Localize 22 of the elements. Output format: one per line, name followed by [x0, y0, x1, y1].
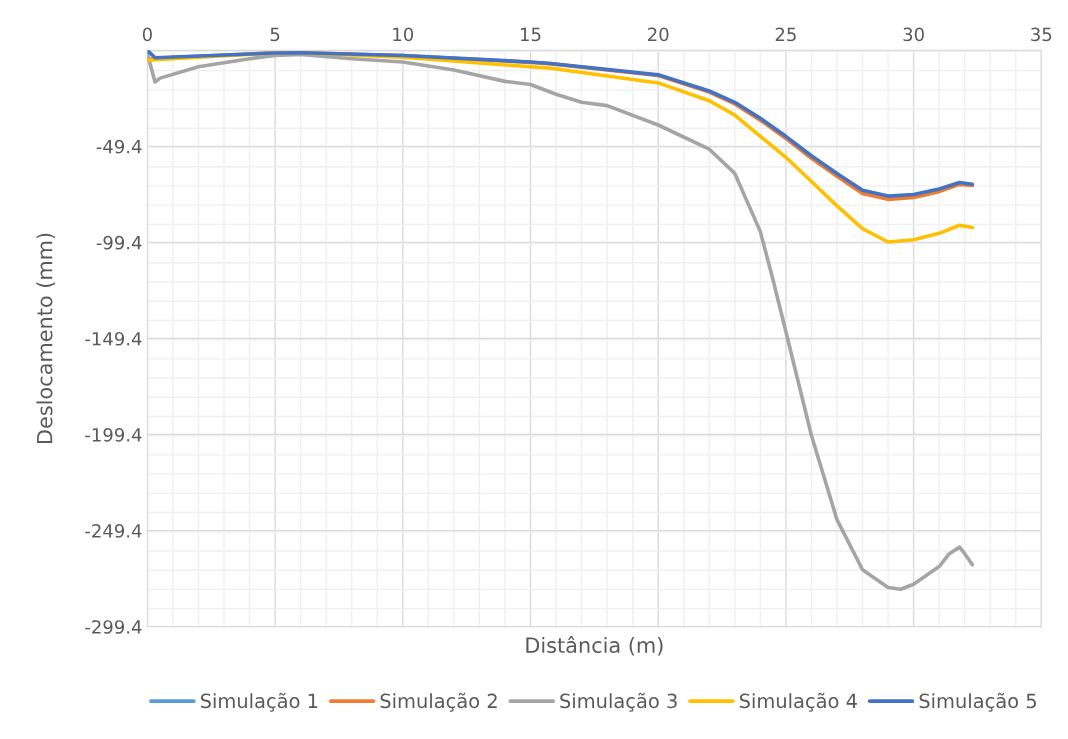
- y-tick-label: -299.4: [85, 620, 142, 634]
- legend-label: Simulação 1: [200, 692, 318, 712]
- x-tick-label: 0: [142, 27, 152, 42]
- y-tick-label: -249.4: [85, 524, 142, 538]
- y-tick-label: -99.4: [96, 235, 142, 250]
- line-series: [147, 52, 975, 592]
- x-tick-label: 15: [520, 27, 541, 42]
- x-tick-label: 20: [648, 27, 669, 42]
- x-axis-title: Distância (m): [526, 636, 663, 656]
- y-tick-label: -199.4: [85, 427, 142, 442]
- y-tick-label: -149.4: [85, 331, 142, 346]
- y-axis-title: Deslocamento (mm): [36, 233, 55, 443]
- x-tick-label: 10: [393, 27, 414, 42]
- x-tick-label: 25: [775, 27, 796, 42]
- legend-label: Simulação 4: [739, 692, 857, 712]
- legend-label: Simulação 5: [919, 692, 1036, 712]
- y-tick-label: -49.4: [96, 139, 142, 154]
- legend-label: Simulação 2: [380, 692, 497, 712]
- x-tick-label: 35: [1031, 27, 1052, 42]
- x-tick-label: 5: [270, 27, 280, 42]
- x-tick-label: 30: [903, 27, 924, 42]
- legend-label: Simulação 3: [560, 692, 677, 712]
